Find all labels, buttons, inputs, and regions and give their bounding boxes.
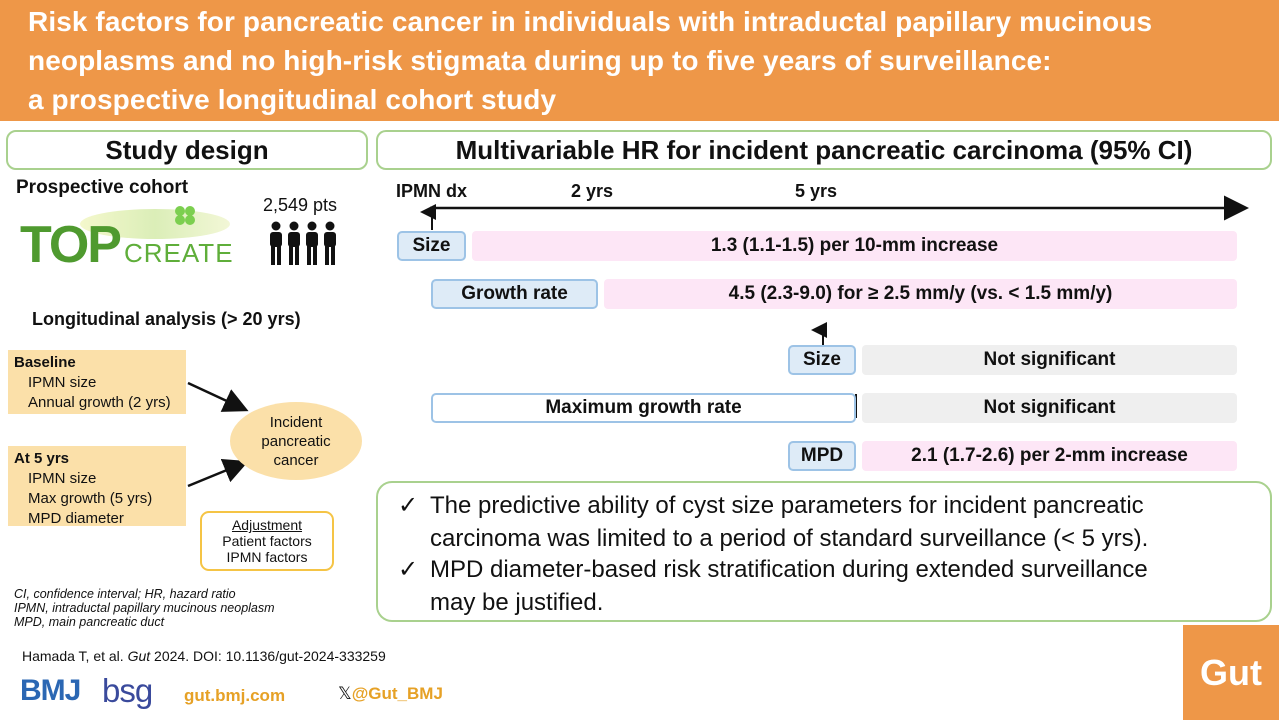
footnote: IPMN, intraductal papillary mucinous neo… xyxy=(14,601,275,615)
footnote: MPD, main pancreatic duct xyxy=(14,615,165,629)
title-line-2: neoplasms and no high-risk stigmata duri… xyxy=(28,45,1052,76)
title-banner: Risk factors for pancreatic cancer in in… xyxy=(0,0,1279,121)
outcome-ellipse: Incident pancreatic cancer xyxy=(230,402,362,480)
hr-heading: Multivariable HR for incident pancreatic… xyxy=(376,130,1272,170)
baseline-item: Annual growth (2 yrs) xyxy=(28,394,171,411)
row-result: Not significant xyxy=(862,345,1237,375)
footnote: CI, confidence interval; HR, hazard rati… xyxy=(14,587,236,601)
people-icon xyxy=(270,221,336,265)
analysis-label: Longitudinal analysis (> 20 yrs) xyxy=(32,309,301,329)
bmj-logo[interactable]: BMJ xyxy=(20,674,81,707)
five-year-box: At 5 yrs IPMN size Max growth (5 yrs) MP… xyxy=(8,446,186,527)
baseline-item: IPMN size xyxy=(28,374,97,391)
arrow-five-year xyxy=(187,459,249,488)
handle-text: @Gut_BMJ xyxy=(351,684,443,703)
five-year-item: Max growth (5 yrs) xyxy=(28,490,153,507)
row-label-mpd: MPD xyxy=(788,441,856,471)
row-label-max-growth: Maximum growth rate xyxy=(431,393,856,423)
row-result: 1.3 (1.1-1.5) per 10-mm increase xyxy=(472,231,1237,261)
logo-swoosh xyxy=(80,209,230,239)
top-create-logo: TOP CREATE xyxy=(20,203,233,274)
arrow-baseline xyxy=(187,381,249,412)
conclusion-box: ✓ The predictive ability of cyst size pa… xyxy=(376,481,1272,622)
conclusion-item: ✓ MPD diameter-based risk stratification… xyxy=(398,553,1148,619)
bsg-logo[interactable]: bsg xyxy=(102,672,153,709)
conclusion-line: The predictive ability of cyst size para… xyxy=(430,492,1144,519)
row-label-size: Size xyxy=(397,231,466,261)
conclusion-line: may be justified. xyxy=(430,589,604,616)
adjustment-item: IPMN factors xyxy=(226,549,308,565)
timeline-arrows xyxy=(420,195,1249,418)
timeline-2yr-label: 2 yrs xyxy=(571,181,614,201)
citation-journal: Gut xyxy=(127,648,151,664)
baseline-box: Baseline IPMN size Annual growth (2 yrs) xyxy=(8,350,186,414)
outcome-line: cancer xyxy=(273,451,319,469)
conclusion-line: carcinoma was limited to a period of sta… xyxy=(430,525,1149,552)
timeline-start-label: IPMN dx xyxy=(396,181,468,201)
row-label-size-5yr: Size xyxy=(788,345,856,375)
citation-author: Hamada T, et al. xyxy=(22,648,128,664)
check-icon: ✓ xyxy=(398,556,419,583)
flow-arrows xyxy=(187,381,249,488)
row-result: 2.1 (1.7-2.6) per 2-mm increase xyxy=(862,441,1237,471)
title-line-3: a prospective longitudinal cohort study xyxy=(28,84,557,115)
row-label-growth-rate: Growth rate xyxy=(431,279,598,309)
baseline-title: Baseline xyxy=(14,354,76,371)
row-result: Not significant xyxy=(862,393,1237,423)
outcome-line: Incident xyxy=(269,413,323,431)
adjustment-box: Adjustment Patient factors IPMN factors xyxy=(200,511,334,571)
adjustment-item: Patient factors xyxy=(222,533,312,549)
five-year-item: IPMN size xyxy=(28,470,97,487)
check-icon: ✓ xyxy=(398,492,419,519)
adjustment-title: Adjustment xyxy=(231,517,303,533)
timeline-5yr-label: 5 yrs xyxy=(795,181,838,201)
gut-journal-logo[interactable]: Gut xyxy=(1183,625,1279,720)
five-year-item: MPD diameter xyxy=(28,510,124,527)
study-design-heading: Study design xyxy=(6,130,368,170)
x-logo-icon: 𝕏 xyxy=(338,684,352,703)
website-link[interactable]: gut.bmj.com xyxy=(184,686,286,705)
five-year-title: At 5 yrs xyxy=(14,450,70,467)
row-result: 4.5 (2.3-9.0) for ≥ 2.5 mm/y (vs. < 1.5 … xyxy=(604,279,1237,309)
conclusion-line: MPD diameter-based risk stratification d… xyxy=(430,556,1148,583)
title-line-1: Risk factors for pancreatic cancer in in… xyxy=(28,6,1153,37)
logo-create-text: CREATE xyxy=(124,238,234,268)
logo-top-text: TOP xyxy=(20,216,122,274)
twitter-handle[interactable]: 𝕏@Gut_BMJ xyxy=(338,684,443,704)
cohort-label: Prospective cohort xyxy=(16,177,189,198)
citation: Hamada T, et al. Gut 2024. DOI: 10.1136/… xyxy=(22,648,386,664)
outcome-line: pancreatic xyxy=(261,432,331,450)
patient-count: 2,549 pts xyxy=(263,195,338,215)
conclusion-item: ✓ The predictive ability of cyst size pa… xyxy=(398,489,1148,555)
citation-rest: 2024. DOI: 10.1136/gut-2024-333259 xyxy=(150,648,386,664)
clover-icon xyxy=(175,206,195,225)
